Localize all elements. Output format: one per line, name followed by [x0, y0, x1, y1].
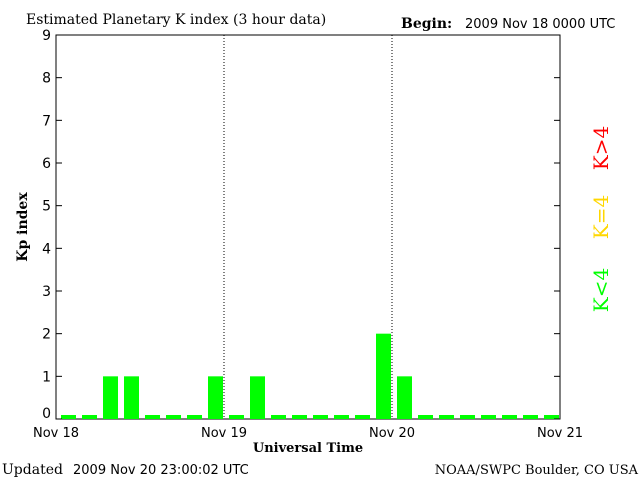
kp-bar-7	[208, 376, 223, 419]
kp-bar-16	[397, 376, 412, 419]
kp-bar-10	[271, 415, 286, 419]
kp-bar-15	[376, 333, 391, 419]
kp-bar-1	[82, 415, 97, 419]
x-tick-label-1: Nov 19	[201, 426, 247, 441]
updated-label: Updated	[2, 462, 63, 478]
x-tick-label-2: Nov 20	[369, 426, 415, 441]
kp-bar-18	[439, 415, 454, 419]
y-axis-label: Kp index	[15, 192, 31, 262]
kp-bar-12	[313, 415, 328, 419]
kp-bar-2	[103, 376, 118, 419]
x-axis-label: Universal Time	[253, 441, 363, 456]
kp-bar-4	[145, 415, 160, 419]
legend-k-equal-4: K=4	[589, 195, 613, 239]
kp-bar-5	[166, 415, 181, 419]
begin-value: 2009 Nov 18 0000 UTC	[465, 17, 615, 32]
kp-bar-13	[334, 415, 349, 419]
y-tick-label-7: 7	[42, 113, 51, 129]
kp-bar-9	[250, 376, 265, 419]
kp-bar-6	[187, 415, 202, 419]
kp-bar-8	[229, 415, 244, 419]
legend-k-less-4: K<4	[589, 268, 613, 312]
kp-bar-3	[124, 376, 139, 419]
kp-bar-20	[481, 415, 496, 419]
kp-bar-23	[544, 415, 559, 419]
kp-bar-22	[523, 415, 538, 419]
kp-bar-17	[418, 415, 433, 419]
y-tick-label-8: 8	[42, 71, 51, 87]
begin-label: Begin:	[401, 16, 452, 32]
y-tick-label-0: 0	[42, 406, 51, 422]
credit-text: NOAA/SWPC Boulder, CO USA	[435, 463, 639, 478]
y-tick-label-9: 9	[42, 28, 51, 44]
y-tick-label-1: 1	[42, 369, 51, 385]
kp-bar-11	[292, 415, 307, 419]
chart-title: Estimated Planetary K index (3 hour data…	[26, 12, 326, 28]
y-axis-ticks: 0 1 2 3 4 5 6 7 8 9	[42, 28, 560, 422]
updated-value: 2009 Nov 20 23:00:02 UTC	[73, 463, 249, 478]
y-tick-label-2: 2	[42, 327, 51, 343]
x-axis-ticks: Nov 18 Nov 19 Nov 20 Nov 21	[33, 426, 583, 441]
kp-bar-21	[502, 415, 517, 419]
y-tick-label-4: 4	[42, 241, 51, 257]
x-tick-label-0: Nov 18	[33, 426, 79, 441]
y-tick-label-5: 5	[42, 199, 51, 215]
kp-bar-0	[61, 415, 76, 419]
y-tick-label-6: 6	[42, 156, 51, 172]
bars-group	[61, 333, 559, 419]
plot-area	[55, 34, 561, 420]
kp-bar-14	[355, 415, 370, 419]
y-tick-label-3: 3	[42, 284, 51, 300]
x-tick-label-3: Nov 21	[537, 426, 583, 441]
kp-bar-19	[460, 415, 475, 419]
legend-k-greater-4: K>4	[589, 126, 613, 170]
